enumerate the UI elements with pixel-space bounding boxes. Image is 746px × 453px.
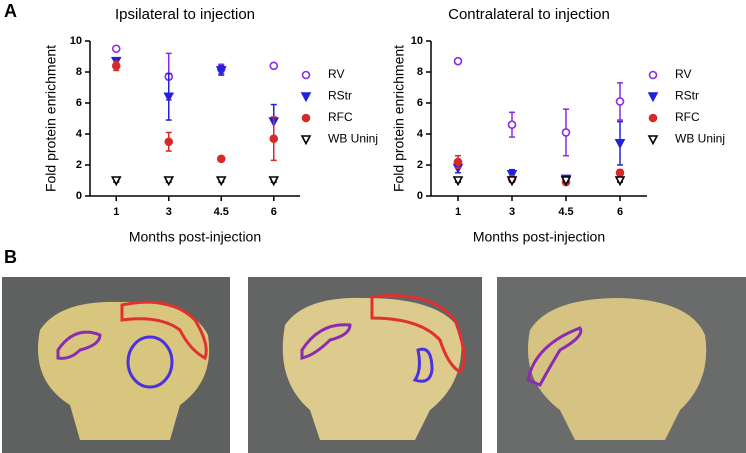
x-tick-label: 3 <box>166 206 172 218</box>
brain-photos <box>2 277 746 453</box>
y-tick-label: 2 <box>417 159 423 171</box>
x-tick-label: 6 <box>271 206 277 218</box>
outline-rstr <box>126 335 174 389</box>
legend-label: RFC <box>675 110 700 124</box>
legend-label: RStr <box>675 89 699 103</box>
outline-rv <box>56 330 102 360</box>
y-tick-label: 0 <box>76 190 82 202</box>
legend-label: RFC <box>328 110 353 124</box>
legend-label: RV <box>328 67 344 81</box>
marker <box>164 137 174 147</box>
legend-marker <box>647 92 659 103</box>
brain-slice <box>282 297 462 440</box>
marker <box>561 128 571 137</box>
legend-marker <box>648 113 658 123</box>
outline-rfc <box>370 294 466 374</box>
x-axis-label: Months post-injection <box>473 229 605 245</box>
y-tick-label: 8 <box>76 66 82 78</box>
legend-label: RStr <box>328 89 352 103</box>
marker <box>269 134 279 143</box>
x-tick-label: 6 <box>617 206 623 218</box>
marker <box>111 61 121 71</box>
outline-rfc <box>120 300 208 361</box>
legend-marker <box>648 70 658 80</box>
legend-marker <box>300 92 312 103</box>
x-tick-label: 3 <box>509 206 515 218</box>
outline-rstr <box>412 347 434 383</box>
marker <box>163 176 175 187</box>
marker <box>216 154 226 164</box>
y-tick-label: 0 <box>417 190 423 202</box>
y-tick-label: 6 <box>417 97 423 109</box>
y-tick-label: 10 <box>70 35 82 47</box>
outline-rv <box>300 323 352 360</box>
y-tick-label: 4 <box>417 128 424 140</box>
legend-marker <box>647 135 659 146</box>
marker <box>506 170 518 180</box>
marker <box>453 157 463 167</box>
y-axis-label: Fold protein enrichment <box>43 45 59 192</box>
marker <box>615 97 625 106</box>
marker <box>163 92 175 103</box>
legend-label: WB Uninj <box>675 132 725 146</box>
x-tick-label: 4.5 <box>214 206 229 218</box>
legend-marker <box>301 113 311 123</box>
brain-slice <box>528 298 707 440</box>
panel-label: A <box>4 1 17 21</box>
marker <box>506 176 518 187</box>
marker <box>452 176 464 187</box>
x-tick-label: 1 <box>455 206 461 218</box>
legend-label: RV <box>675 67 691 81</box>
marker <box>453 56 463 66</box>
marker <box>614 176 626 187</box>
y-tick-label: 2 <box>76 159 82 171</box>
outline-rv <box>526 326 583 387</box>
marker <box>111 44 121 54</box>
legend-label: WB Uninj <box>328 132 378 146</box>
marker <box>269 61 279 71</box>
y-axis-label: Fold protein enrichment <box>391 45 407 192</box>
marker <box>215 176 227 187</box>
y-tick-label: 4 <box>76 128 83 140</box>
y-tick-label: 10 <box>411 35 423 47</box>
chart-title: Contralateral to injection <box>448 6 610 23</box>
panel-label: B <box>4 247 17 267</box>
x-tick-label: 4.5 <box>558 206 573 218</box>
chart-title: Ipsilateral to injection <box>115 6 255 23</box>
x-axis-label: Months post-injection <box>129 229 261 245</box>
marker <box>614 139 626 149</box>
y-tick-label: 6 <box>76 97 82 109</box>
marker <box>215 66 227 77</box>
marker <box>110 176 122 187</box>
legend-marker <box>301 70 311 80</box>
marker <box>268 176 280 187</box>
x-tick-label: 1 <box>113 206 119 218</box>
marker <box>560 176 572 187</box>
y-tick-label: 8 <box>417 66 423 78</box>
marker <box>615 168 625 178</box>
brain-slice <box>38 301 210 440</box>
marker <box>507 120 517 129</box>
legend-marker <box>300 135 312 146</box>
